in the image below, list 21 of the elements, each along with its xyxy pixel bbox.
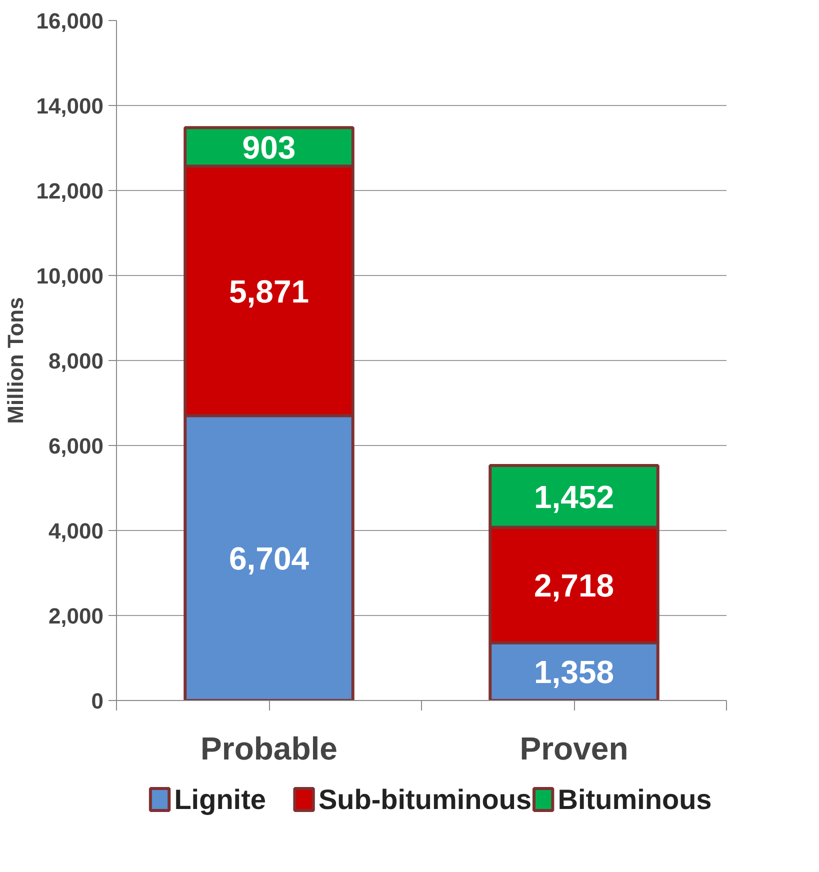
y-tick-label: 8,000 (48, 348, 104, 374)
y-tick-label: 0 (91, 688, 104, 714)
data-label: 6,704 (228, 540, 310, 577)
y-tick-label: 6,000 (48, 434, 104, 458)
y-tick-label: 10,000 (36, 264, 104, 288)
data-label: 2,718 (534, 568, 614, 604)
y-tick-label: 16,000 (36, 8, 104, 34)
data-label: 1,358 (534, 654, 614, 690)
y-tick-label: 2,000 (48, 604, 104, 628)
x-tick-label: Probable (200, 730, 338, 766)
y-tick-label: 14,000 (36, 94, 104, 118)
data-label: 903 (242, 129, 296, 166)
legend-label: Sub-bituminous (318, 784, 532, 815)
x-tick-label: Proven (520, 730, 628, 766)
y-tick-label: 4,000 (48, 518, 104, 544)
legend-label: Lignite (174, 784, 266, 815)
legend-label: Bituminous (558, 784, 712, 815)
y-axis-title: Million Tons (3, 297, 28, 424)
data-label: 5,871 (228, 273, 310, 310)
data-label: 1,452 (534, 478, 614, 515)
y-tick-label: 12,000 (36, 178, 104, 204)
